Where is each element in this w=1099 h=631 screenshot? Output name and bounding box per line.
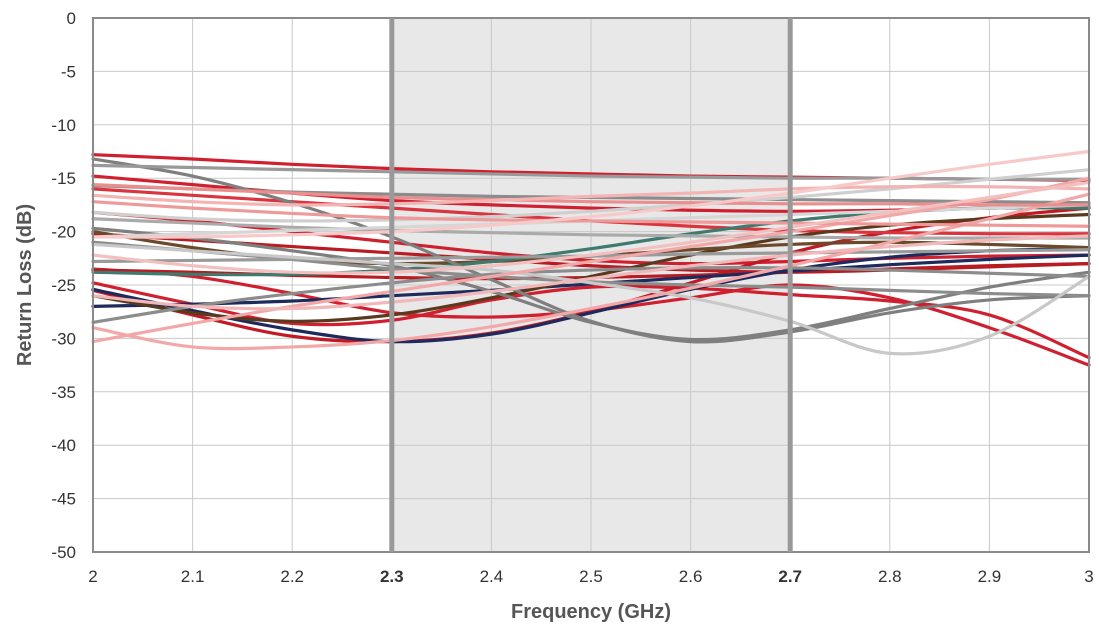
series-line-24 bbox=[91, 168, 1091, 223]
y-tick-label: -45 bbox=[51, 490, 76, 509]
plot-border bbox=[92, 17, 1090, 553]
series-line-30 bbox=[91, 184, 1091, 207]
tick-label-layer: 2 2.1 2.2 2.3 2.4 2.5 2.6 2.7 2.8 2.9 3 0 -5 -10 -15 -2… bbox=[51, 9, 1093, 586]
series-line-10 bbox=[91, 247, 1091, 344]
x-tick-label: 2.3 bbox=[380, 567, 404, 586]
series-line-27 bbox=[91, 192, 1091, 351]
series-line-16 bbox=[91, 226, 1091, 342]
x-tick-label: 2.7 bbox=[778, 567, 802, 586]
series-line-3 bbox=[91, 210, 1091, 266]
y-tick-label: -40 bbox=[51, 436, 76, 455]
x-tick-label: 2.5 bbox=[579, 567, 603, 586]
x-tick-label: 2.2 bbox=[280, 567, 304, 586]
y-tick-label: -25 bbox=[51, 276, 76, 295]
y-tick-label: 0 bbox=[67, 9, 76, 28]
plot-frame-layer bbox=[92, 17, 1090, 553]
y-tick-label: -20 bbox=[51, 223, 76, 242]
y-axis-title: Return Loss (dB) bbox=[14, 204, 36, 366]
series-line-31 bbox=[91, 234, 1091, 311]
x-tick-label: 3 bbox=[1084, 567, 1093, 586]
x-tick-label: 2.6 bbox=[679, 567, 703, 586]
y-tick-label: -15 bbox=[51, 169, 76, 188]
series-line-21 bbox=[91, 163, 1091, 181]
x-axis-title: Frequency (GHz) bbox=[511, 601, 671, 623]
y-tick-label: -30 bbox=[51, 329, 76, 348]
series-line-33 bbox=[91, 149, 1091, 239]
y-tick-label: -10 bbox=[51, 116, 76, 135]
series-line-28 bbox=[91, 200, 1091, 228]
x-tick-label: 2.4 bbox=[480, 567, 504, 586]
series-line-32 bbox=[91, 180, 1091, 275]
x-tick-label: 2.9 bbox=[978, 567, 1002, 586]
series-line-23 bbox=[91, 242, 1091, 356]
series-line-8 bbox=[91, 232, 1091, 274]
series-line-20 bbox=[91, 266, 1091, 324]
x-tick-label: 2 bbox=[88, 567, 97, 586]
y-tick-label: -5 bbox=[61, 62, 76, 81]
y-tick-label: -50 bbox=[51, 543, 76, 562]
series-line-22 bbox=[91, 217, 1091, 240]
x-tick-label: 2.8 bbox=[878, 567, 902, 586]
series-line-29 bbox=[91, 183, 1091, 207]
series-line-26 bbox=[91, 176, 1091, 344]
x-tick-label: 2.1 bbox=[181, 567, 205, 586]
y-tick-label: -35 bbox=[51, 383, 76, 402]
series-layer bbox=[91, 149, 1091, 367]
